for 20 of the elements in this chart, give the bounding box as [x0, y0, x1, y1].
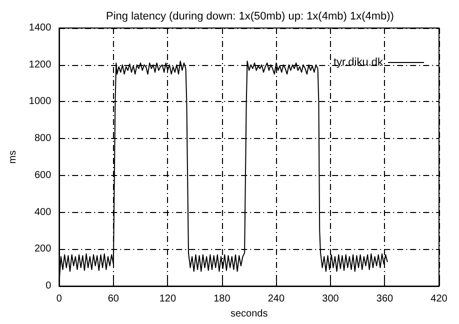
x-tick-label: 240: [268, 294, 285, 305]
x-tick-label: 180: [214, 294, 231, 305]
y-tick-label: 400: [34, 206, 52, 218]
y-axis-title: ms: [8, 150, 18, 164]
legend-label: tyr.diku.dk: [333, 56, 384, 68]
y-tick-label: 0: [46, 280, 52, 292]
x-axis-title: seconds: [230, 308, 268, 320]
x-tick-label: 420: [430, 294, 448, 305]
y-tick-label: 800: [34, 133, 52, 144]
y-tick-label: 600: [34, 170, 52, 181]
x-tick-label: 360: [376, 294, 394, 305]
x-tick-label: 300: [322, 294, 340, 305]
x-tick-label: 0: [56, 294, 62, 305]
y-tick-label: 1200: [28, 59, 52, 70]
y-tick-label: 1400: [28, 22, 52, 34]
x-tick-label: 120: [159, 294, 176, 305]
y-tick-label: 1000: [28, 96, 52, 108]
y-tick-label: 200: [34, 244, 52, 255]
x-tick-label: 60: [108, 294, 120, 305]
chart-title: Ping latency (during down: 1x(50mb) up: 1x(4mb) 1x(4mb)): [106, 10, 394, 22]
